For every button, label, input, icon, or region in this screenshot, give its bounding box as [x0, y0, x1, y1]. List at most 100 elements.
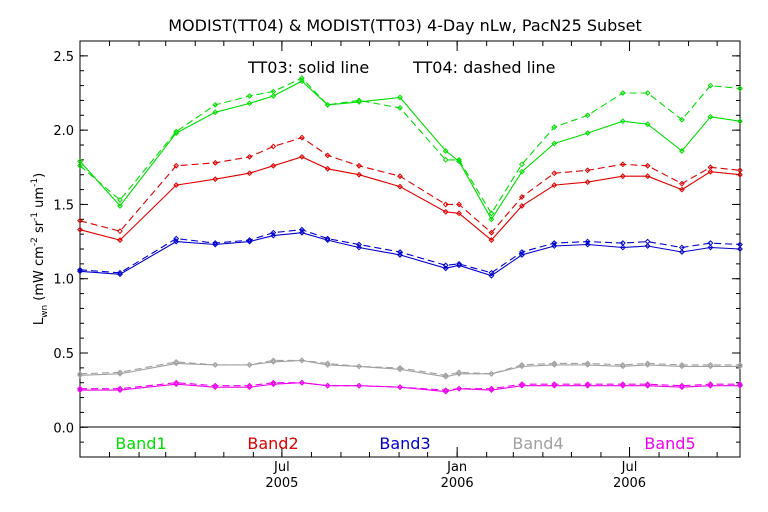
data-point — [212, 382, 219, 389]
ylabel-units: (mW cm — [32, 246, 47, 305]
y-axis-label: Lwn (mW cm-2 sr-1 um-1) — [30, 173, 50, 325]
data-point — [456, 260, 462, 267]
data-point — [246, 382, 253, 389]
data-point — [488, 229, 495, 236]
data-point — [678, 180, 685, 187]
data-point — [619, 118, 626, 125]
data-point — [246, 170, 253, 177]
data-point — [397, 104, 403, 111]
data-point — [488, 237, 495, 243]
data-point — [356, 382, 362, 389]
y-tick-label: 2.0 — [53, 124, 74, 139]
data-point — [707, 381, 714, 388]
data-point — [442, 201, 449, 208]
data-point — [77, 385, 83, 392]
data-point — [551, 381, 558, 388]
data-point — [298, 153, 305, 160]
data-point — [397, 173, 403, 180]
data-point — [456, 156, 462, 163]
data-point — [324, 360, 331, 367]
x-tick-label-month: Jan — [446, 460, 467, 475]
data-point — [619, 244, 626, 251]
data-point — [397, 94, 403, 101]
data-point — [442, 387, 449, 394]
data-point — [270, 357, 277, 364]
series-line — [79, 229, 741, 274]
data-point — [173, 128, 180, 135]
data-point — [356, 241, 362, 248]
series-line — [79, 232, 741, 277]
legend-band5: Band5 — [644, 434, 695, 453]
data-point — [173, 182, 180, 189]
series-band3-dashed — [77, 226, 743, 276]
data-point — [173, 379, 180, 386]
data-point — [324, 165, 331, 172]
data-point — [619, 173, 626, 180]
data-point — [707, 361, 714, 368]
data-point — [456, 385, 462, 392]
data-point — [324, 152, 331, 159]
series-band2-dashed — [77, 134, 743, 236]
legend: Band1 Band2 Band3 Band4 Band5 — [115, 434, 695, 453]
data-point — [397, 364, 403, 371]
data-point — [442, 262, 449, 269]
data-point — [270, 143, 277, 150]
ylabel-sup1: -2 — [30, 237, 40, 246]
x-tick-label-year: 2006 — [613, 476, 646, 491]
y-tick-label: 1.5 — [53, 198, 74, 213]
data-point — [298, 226, 305, 233]
x-tick-label-year: 2006 — [441, 476, 474, 491]
legend-band3: Band3 — [379, 434, 430, 453]
data-point — [77, 266, 83, 273]
data-point — [644, 360, 651, 367]
data-point — [117, 369, 123, 376]
data-point — [488, 370, 495, 377]
data-point — [397, 249, 403, 255]
data-point — [212, 240, 219, 246]
data-point — [644, 162, 651, 169]
data-point — [117, 237, 123, 243]
series-line — [80, 382, 740, 391]
ylabel-sub: wn — [40, 305, 50, 318]
data-point — [551, 360, 558, 367]
series-line — [79, 77, 741, 215]
data-point — [442, 156, 449, 163]
data-point — [619, 90, 626, 96]
data-point — [584, 130, 591, 137]
data-point — [619, 161, 626, 168]
data-point — [246, 153, 253, 160]
data-point — [298, 134, 305, 141]
data-point — [551, 243, 558, 249]
data-point — [117, 385, 123, 392]
data-point — [173, 235, 180, 242]
y-axis: 0.0 0.5 1.0 1.5 2.0 2.5 — [53, 40, 740, 458]
data-point — [117, 228, 123, 235]
data-point — [77, 162, 83, 169]
data-point — [356, 171, 362, 178]
data-point — [551, 182, 558, 189]
data-point — [324, 382, 331, 389]
legend-band2: Band2 — [247, 434, 298, 453]
ylabel-mid: sr — [32, 220, 47, 237]
chart-title: MODIST(TT04) & MODIST(TT03) 4-Day nLw, P… — [168, 16, 641, 35]
data-point — [212, 361, 219, 368]
data-point — [77, 226, 83, 233]
data-point — [619, 240, 626, 246]
data-point — [270, 232, 277, 239]
x-tick-label-month: Jul — [621, 460, 638, 475]
data-point — [488, 216, 495, 223]
ylabel-close: ) — [32, 173, 47, 178]
data-point — [518, 168, 525, 175]
data-point — [456, 201, 462, 208]
data-point — [551, 124, 558, 131]
ylabel-sup3: -1 — [30, 178, 40, 187]
data-point — [397, 384, 403, 391]
data-point — [644, 121, 651, 128]
ylabel-end: um — [32, 187, 47, 212]
series-line — [79, 136, 741, 234]
data-point — [298, 357, 305, 364]
data-point — [488, 385, 495, 392]
data-point — [584, 360, 591, 367]
data-point — [442, 208, 449, 215]
